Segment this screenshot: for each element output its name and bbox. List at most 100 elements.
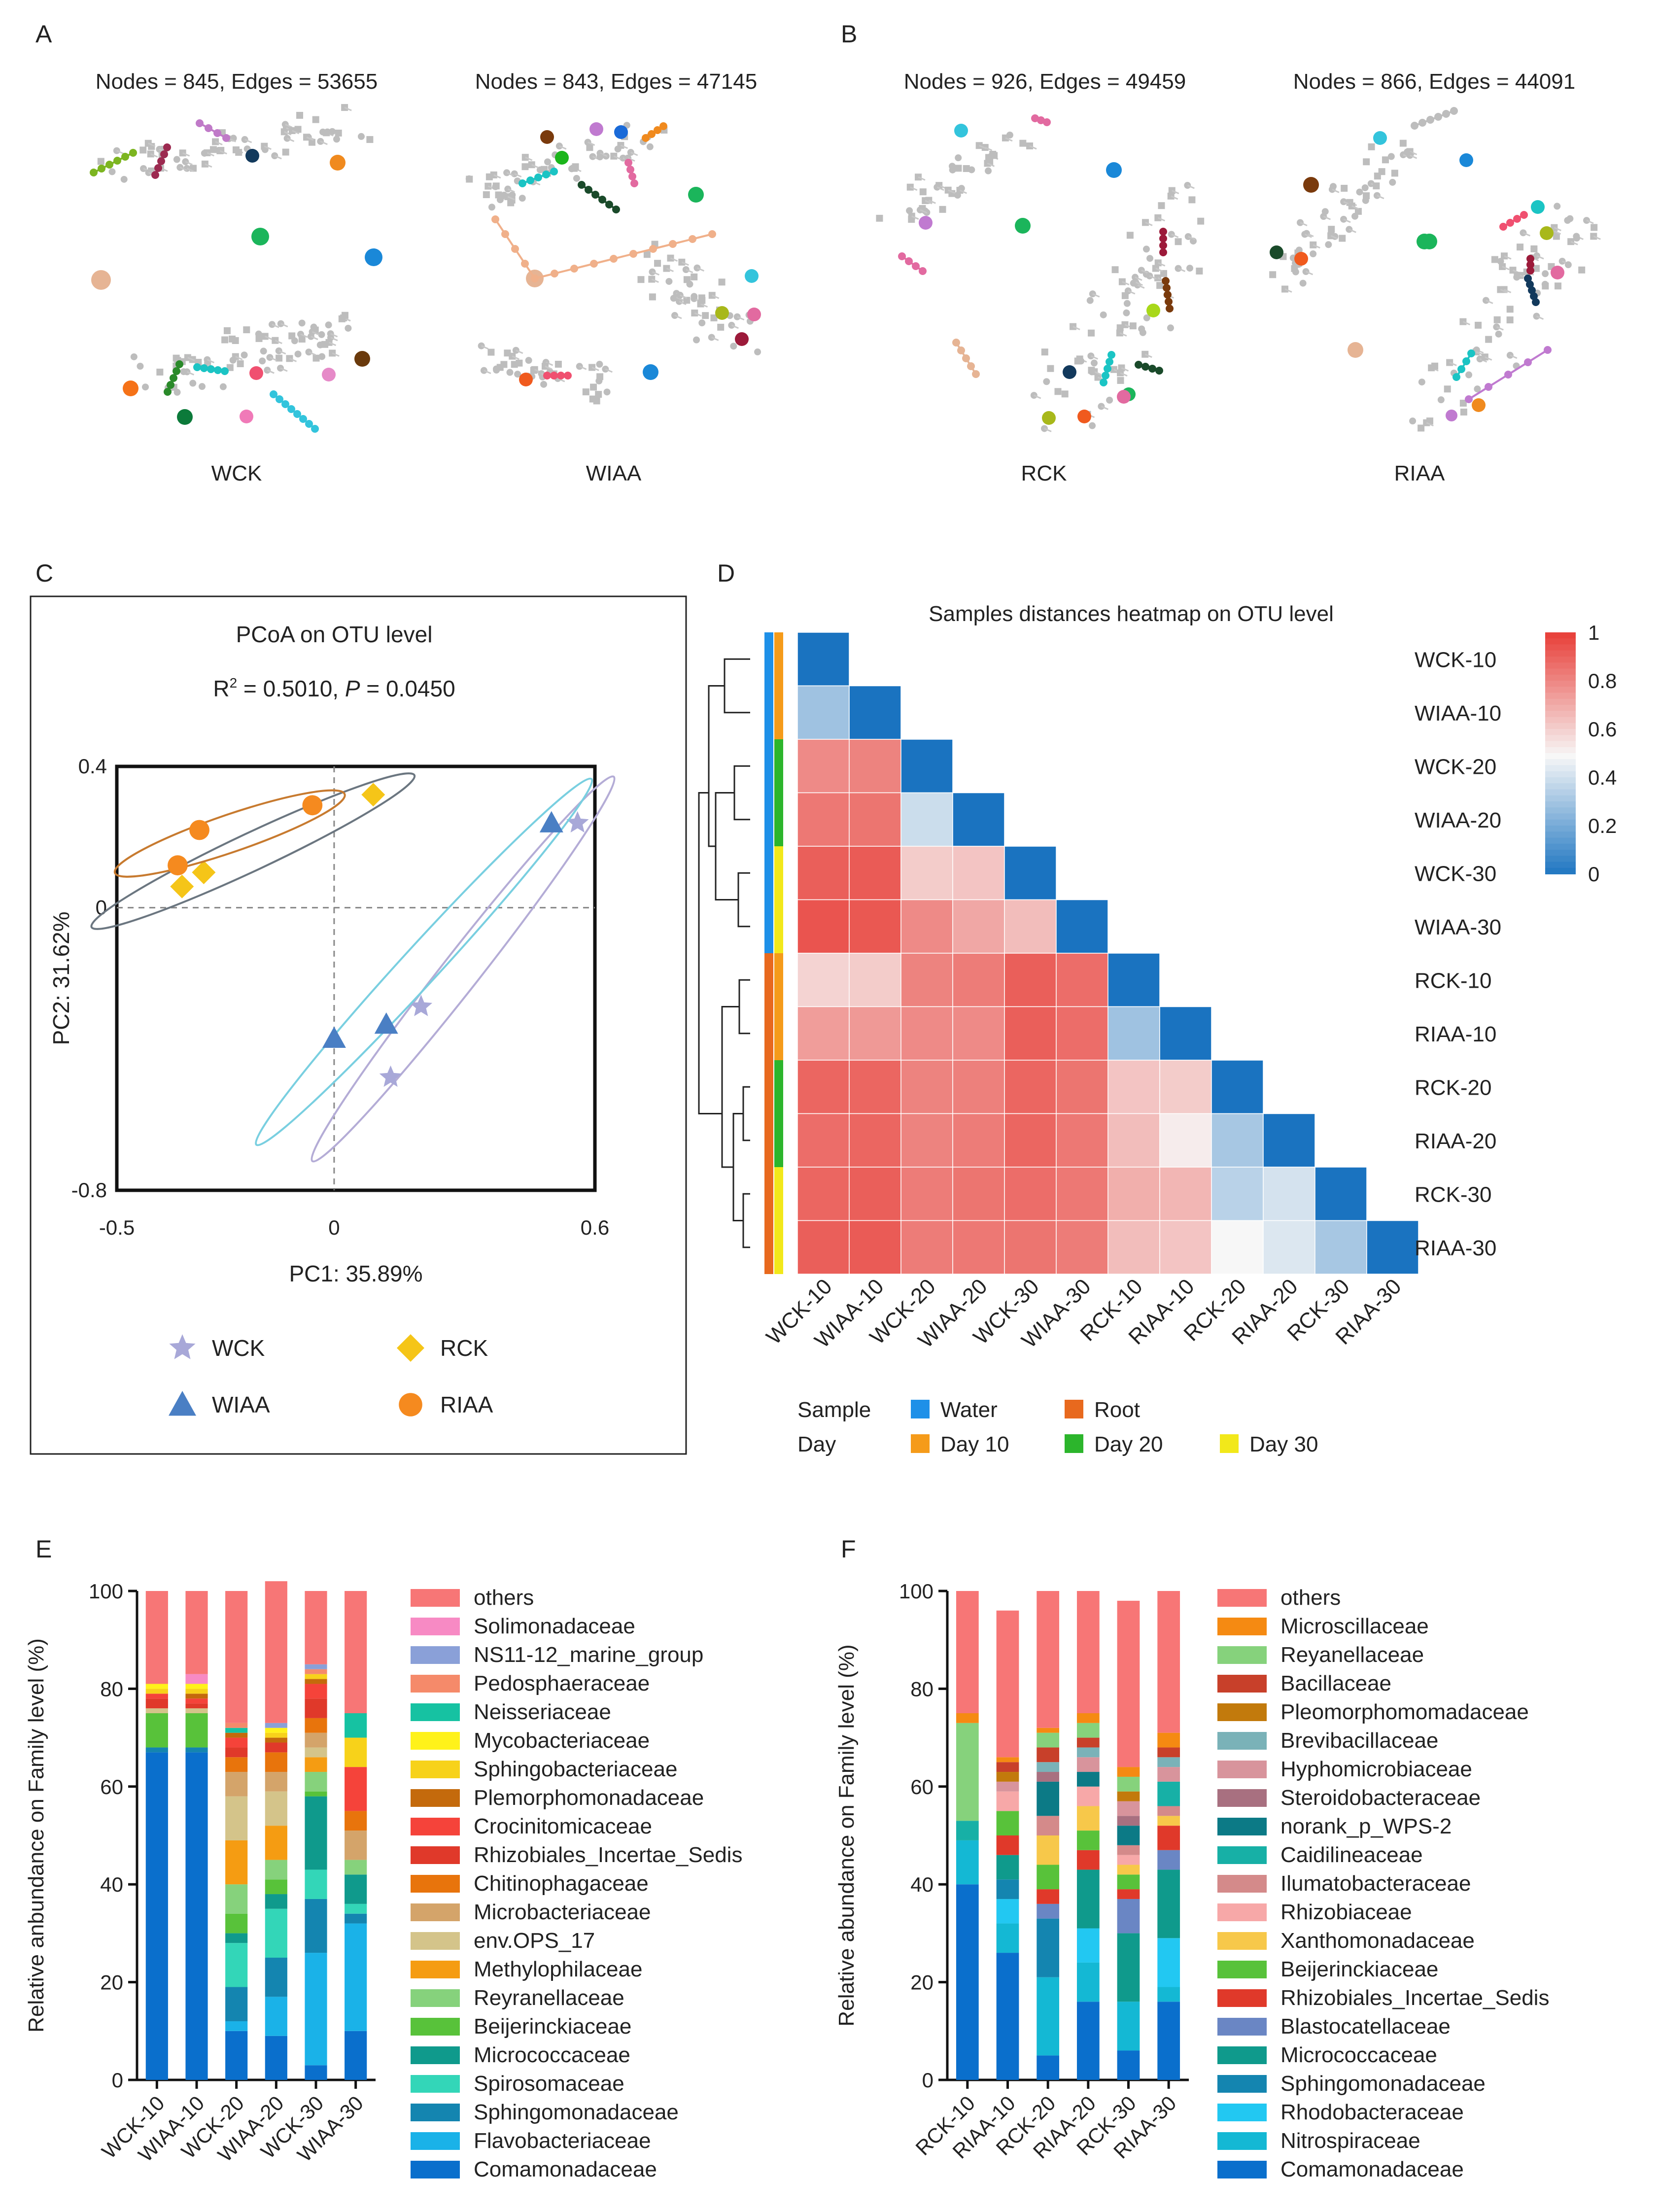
bar-legend-label: Ilumatobacteraceae	[1280, 1871, 1471, 1896]
bar-segment	[1117, 1889, 1140, 1899]
network-edge	[228, 138, 237, 142]
heatmap-day-annotation	[774, 1113, 783, 1167]
bar-segment	[1157, 1732, 1180, 1748]
bar-segment	[1117, 1791, 1140, 1801]
heatmap-cell	[849, 1006, 901, 1061]
network-wiaa	[465, 122, 761, 405]
network-edge	[1187, 184, 1195, 189]
colorbar-segment	[1545, 831, 1576, 838]
bar-y-tick-label: 40	[100, 1873, 123, 1896]
network-edge	[557, 378, 565, 382]
heatmap-cell	[1056, 1167, 1108, 1221]
module-node	[1551, 266, 1564, 279]
network-node	[1542, 270, 1549, 277]
bar-legend-label: Rhizobiaceae	[1280, 1900, 1412, 1924]
network-node	[487, 348, 495, 356]
network-node	[338, 315, 346, 322]
heatmap-cell	[797, 792, 850, 847]
network-node	[595, 391, 602, 398]
bar-legend-label: Sphingomonadaceae	[1280, 2072, 1486, 2096]
network-edge	[700, 303, 708, 308]
bar-segment	[265, 1728, 287, 1733]
network-edge	[1349, 229, 1356, 233]
bar-segment	[225, 1591, 248, 1723]
bar-legend-swatch	[411, 1846, 460, 1864]
bar-segment	[1076, 1737, 1100, 1748]
network-edge	[674, 314, 682, 319]
network-edge	[918, 176, 926, 181]
network-node	[646, 143, 654, 150]
pcoa-legend-marker-wck	[169, 1334, 196, 1359]
network-edge	[265, 336, 273, 340]
bar-segment	[996, 1610, 1019, 1758]
module-node	[91, 270, 111, 290]
bar-segment	[145, 1708, 168, 1713]
pcoa-legend-label-wiaa: WIAA	[212, 1392, 270, 1417]
module-node	[630, 179, 638, 187]
network-edge	[936, 186, 944, 191]
colorbar-segment	[1545, 759, 1576, 766]
network-edge	[1005, 137, 1013, 142]
bar-legend-swatch	[1217, 1618, 1267, 1635]
module-node	[1303, 177, 1319, 193]
network-edge	[1351, 205, 1359, 210]
network-node	[1328, 226, 1335, 233]
heatmap-cell	[797, 1167, 850, 1221]
network-node	[1325, 241, 1332, 248]
network-node	[1043, 378, 1050, 385]
bar-segment	[185, 1698, 208, 1704]
network-node	[1497, 258, 1504, 265]
colorbar-tick-label: 1	[1588, 621, 1599, 644]
network-node	[1146, 255, 1154, 262]
bar-legend-label: Beijerinckiaceae	[1280, 1957, 1438, 1981]
network-edge	[1304, 233, 1312, 238]
network-node	[1553, 233, 1560, 240]
pcoa-point-riaa	[302, 795, 323, 816]
module-node	[715, 306, 729, 320]
bar-segment	[1037, 1728, 1060, 1733]
heatmap-cell	[900, 1060, 953, 1114]
network-edge	[179, 167, 187, 172]
heatmap-dendrogram-link	[742, 1193, 750, 1248]
network-edge	[185, 161, 193, 166]
bar-legend-swatch	[1217, 1932, 1267, 1950]
bar-legend-label: Plemorphomonadaceae	[474, 1786, 704, 1810]
network-edge	[737, 316, 745, 321]
heatmap-cell	[1107, 1167, 1160, 1221]
bar-segment	[1157, 1869, 1180, 1938]
heatmap-cell	[797, 632, 850, 687]
network-node	[1459, 399, 1467, 407]
network-node	[1382, 156, 1389, 164]
bar-segment	[956, 1884, 979, 2080]
module-node	[708, 230, 716, 238]
network-edge	[1485, 356, 1492, 361]
bar-legend-swatch	[411, 2132, 460, 2150]
network-node	[955, 165, 962, 172]
network-node	[1088, 329, 1095, 337]
heatmap-legend-swatch	[911, 1400, 930, 1418]
colorbar-segment	[1545, 856, 1576, 863]
bar-segment	[956, 1591, 979, 1713]
bar-y-tick-label: 0	[112, 2069, 123, 2092]
network-edge	[1092, 293, 1100, 298]
heatmap-cell	[1056, 899, 1108, 954]
network-node	[229, 356, 237, 364]
bar-segment	[1117, 1855, 1140, 1865]
bar-segment	[996, 1855, 1019, 1880]
network-node	[1126, 232, 1134, 239]
pcoa-legend-marker-wiaa	[169, 1391, 196, 1416]
heatmap-sample-annotation	[764, 1220, 773, 1274]
network-node	[120, 175, 128, 183]
colorbar-tick-label: 0	[1588, 863, 1599, 886]
network-node	[241, 351, 248, 359]
bar-legend-swatch	[411, 1989, 460, 2007]
network-node	[1086, 297, 1094, 304]
pcoa-point-riaa	[168, 855, 188, 876]
bar-legend-swatch	[411, 2075, 460, 2093]
bar-legend-swatch	[1217, 1989, 1267, 2007]
module-node	[747, 308, 761, 321]
bar-segment	[1157, 2002, 1180, 2080]
network-node	[1378, 168, 1385, 175]
heatmap-dendrogram-link	[724, 658, 750, 714]
heatmap-day-annotation	[774, 1220, 783, 1274]
